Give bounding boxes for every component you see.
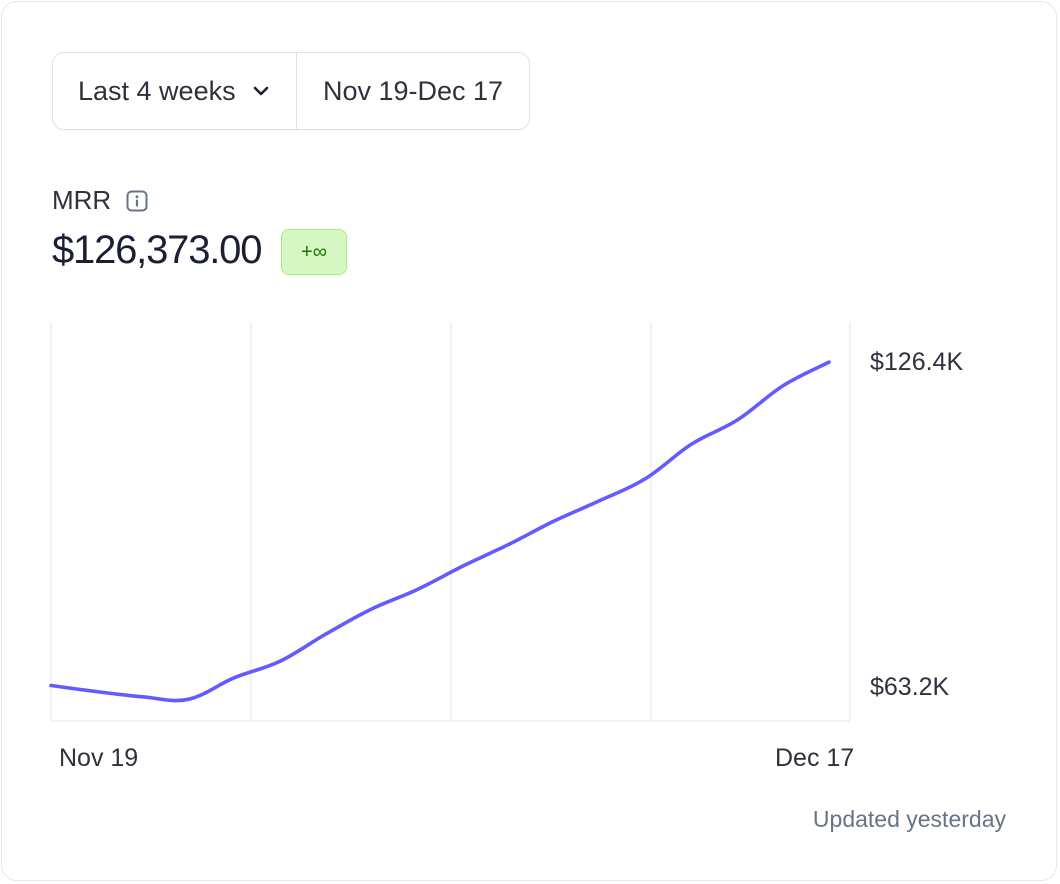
x-tick-label-end: Dec 17	[775, 744, 854, 773]
y-tick-label-bottom: $63.2K	[870, 673, 949, 702]
x-tick-label-start: Nov 19	[59, 744, 138, 773]
updated-text: Updated yesterday	[813, 806, 1006, 833]
y-tick-label-top: $126.4K	[870, 348, 963, 377]
mrr-series-line	[51, 362, 829, 700]
